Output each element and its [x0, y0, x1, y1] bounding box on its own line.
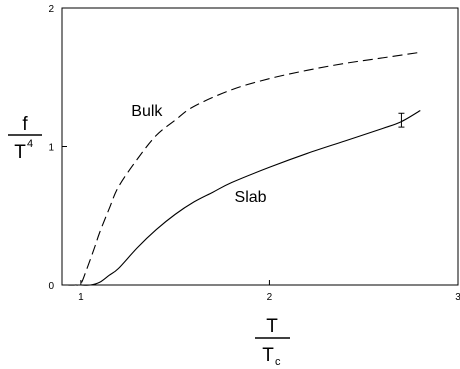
error-bar-layer	[398, 112, 405, 128]
y-label-main: f	[22, 114, 28, 135]
series-line-slab	[80, 110, 421, 286]
tick-labels: 1 2 3 0 1 2	[48, 4, 460, 303]
y-label-superscript: 4	[27, 138, 33, 150]
plot-frame	[61, 7, 459, 286]
y-label-denominator: T	[14, 142, 26, 163]
y-tick-label: 0	[48, 281, 54, 292]
x-tick-label: 2	[267, 292, 273, 303]
annotation-layer: Bulk Slab	[131, 103, 266, 206]
x-label-subscript: c	[275, 356, 281, 368]
y-tick-label: 2	[48, 4, 54, 15]
series-layer	[67, 51, 421, 286]
x-label-main: T	[266, 316, 278, 337]
series-line-bulk	[67, 51, 421, 286]
annotation-slab: Slab	[235, 189, 267, 206]
x-tick-label: 3	[455, 292, 460, 303]
y-axis-label: f T 4	[8, 114, 42, 163]
tick-marks	[62, 7, 459, 286]
annotation-bulk: Bulk	[131, 103, 163, 120]
y-tick-label: 1	[48, 143, 54, 154]
x-tick-label: 1	[78, 292, 84, 303]
x-label-denominator: T	[262, 345, 274, 366]
x-axis-label: T T c	[255, 316, 290, 368]
